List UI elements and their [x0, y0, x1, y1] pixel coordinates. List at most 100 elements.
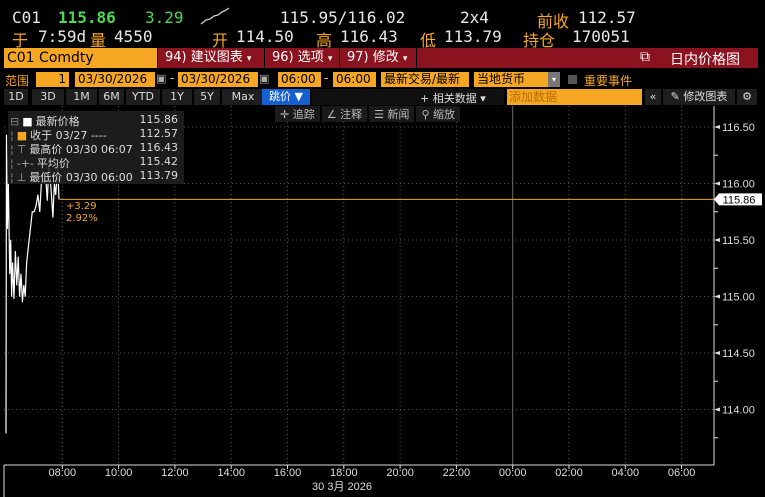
time-label: 于 — [12, 31, 29, 50]
calendar-icon[interactable]: ▣ — [156, 72, 167, 85]
volume: 4550 — [114, 27, 153, 46]
dropdown-arrow-icon[interactable]: ▾ — [548, 72, 560, 87]
zoom-tool[interactable]: ⚲ 缩放 — [416, 106, 460, 122]
range-label: 范围 — [5, 74, 30, 88]
zoom-label: 缩放 — [433, 108, 455, 121]
options-button[interactable]: 96) 选项 ▾ — [266, 48, 340, 68]
add-data-input[interactable]: 添加数据 — [507, 89, 642, 105]
legend-value: 113.79 — [139, 169, 179, 182]
period-input[interactable]: 1 — [36, 72, 69, 87]
events-checkbox[interactable] — [568, 75, 577, 84]
price-point — [12, 262, 13, 263]
y-tick-mark — [714, 181, 720, 186]
legend-date: 03/27 ---- — [55, 129, 107, 142]
low: 113.79 — [444, 27, 502, 46]
price-point — [22, 301, 23, 303]
calendar-icon[interactable]: ▣ — [259, 72, 270, 85]
legend-label: 最低价 — [29, 171, 63, 184]
y-tick-label: 115.50 — [722, 235, 755, 247]
sparkline-icon — [200, 7, 230, 25]
legend: ⊟ ■ 最新价格 115.86 ¦ ■ 收于 03/27 ---- 112.57 ¦ ⊤ 最高价 … — [8, 111, 184, 184]
legend-row: ¦ ■ 收于 03/27 ---- 112.57 — [10, 127, 179, 142]
suggest-chart-button[interactable]: 94) 建议图表 ▾ — [159, 48, 265, 68]
price-point — [58, 198, 60, 200]
tick-mode-button[interactable]: 跳价 ▼ — [262, 89, 310, 105]
price-point — [46, 200, 48, 201]
volume-label: 量 — [90, 31, 107, 50]
price-point — [28, 245, 29, 247]
open-interest-label: 持仓 — [523, 31, 556, 50]
period-tab-3d[interactable]: 3D — [32, 89, 64, 105]
annotate-tool[interactable]: ∠ 注释 — [321, 106, 368, 122]
suggest-label: 94) 建议图表 — [165, 50, 243, 65]
chart-title: 日内价格图 — [670, 52, 740, 68]
price-point — [10, 239, 12, 241]
security-input[interactable]: C01 Comdty — [4, 48, 157, 68]
price-point — [5, 432, 7, 434]
legend-row: ¦ ⊥ 最低价 03/30 06:00 113.79 — [10, 169, 179, 184]
period-tab-6m[interactable]: 6M — [99, 89, 124, 105]
modify-button[interactable]: 97) 修改 ▾ — [341, 48, 417, 68]
price-point — [52, 217, 54, 218]
price-point — [20, 273, 22, 275]
field-select[interactable]: 最新交易/最新 — [381, 72, 469, 87]
period-tab-max[interactable]: Max — [222, 89, 264, 105]
open-interest: 170051 — [572, 27, 630, 46]
popout-icon[interactable]: ⧉ — [640, 49, 650, 65]
edit-chart-button[interactable]: ✎ 修改图表 — [663, 89, 735, 105]
y-tick-mark — [714, 125, 720, 129]
x-tick-label: 20:00 — [386, 467, 414, 479]
legend-marker-icon: ⊤ — [16, 143, 27, 156]
bid-ask: 115.95/116.02 — [280, 8, 406, 27]
events-label: 重要事件 — [584, 74, 633, 88]
collapse-icon[interactable]: « — [645, 89, 661, 105]
period-tab-1y[interactable]: 1Y — [162, 89, 192, 105]
bid-ask-size: 2x4 — [460, 8, 489, 27]
track-label: 追踪 — [292, 108, 315, 121]
legend-value: 112.57 — [139, 127, 179, 140]
open: 114.50 — [236, 27, 294, 46]
open-label: 开 — [212, 31, 229, 50]
start-date-input[interactable]: 03/30/2026 — [75, 72, 155, 87]
price-point — [50, 188, 52, 190]
price-point — [33, 211, 35, 213]
last-price: 115.86 — [58, 8, 116, 27]
end-date-input[interactable]: 03/30/2026 — [178, 72, 258, 87]
options-label: 96) 选项 — [272, 50, 324, 65]
start-time-input[interactable]: 06:00 — [278, 72, 321, 87]
legend-marker-icon: -+- — [16, 157, 34, 170]
legend-label: 最高价 — [29, 143, 63, 156]
modify-label: 97) 修改 — [347, 50, 399, 65]
price-point — [11, 296, 13, 297]
time: 7:59d — [38, 27, 87, 46]
y-tick-mark — [714, 407, 720, 412]
period-tab-5y[interactable]: 5Y — [194, 89, 220, 105]
price-point — [9, 273, 11, 275]
x-tick-label: 14:00 — [217, 467, 245, 479]
x-tick-label: 16:00 — [274, 467, 302, 479]
caret-down-icon: ▾ — [402, 54, 408, 64]
price-point — [16, 284, 18, 286]
price-point — [55, 194, 57, 196]
toolbar-spacer — [312, 89, 504, 105]
y-tick-mark — [714, 294, 720, 299]
prev-close: 112.57 — [578, 8, 636, 27]
x-tick-label: 04:00 — [612, 467, 640, 479]
legend-label: 平均价 — [36, 157, 70, 170]
x-tick-label: 10:00 — [105, 467, 133, 479]
currency-select[interactable]: 当地货币 — [474, 72, 548, 87]
dash: - — [170, 71, 175, 85]
end-time-input[interactable]: 06:00 — [333, 72, 376, 87]
period-tab-1d[interactable]: 1D — [4, 89, 28, 105]
last-price-marker — [714, 193, 762, 206]
period-tab-ytd[interactable]: YTD — [126, 89, 160, 105]
price-point — [26, 262, 28, 263]
track-tool[interactable]: ✛ 追踪 — [275, 106, 320, 122]
news-tool[interactable]: ☰ 新闻 — [369, 106, 415, 122]
gear-icon[interactable]: ⚙ — [737, 89, 757, 105]
period-tab-1m[interactable]: 1M — [66, 89, 97, 105]
x-tick-label: 02:00 — [555, 467, 583, 479]
related-data-button[interactable]: + 相关数据 ▾ — [420, 92, 486, 105]
price-point — [23, 284, 25, 286]
